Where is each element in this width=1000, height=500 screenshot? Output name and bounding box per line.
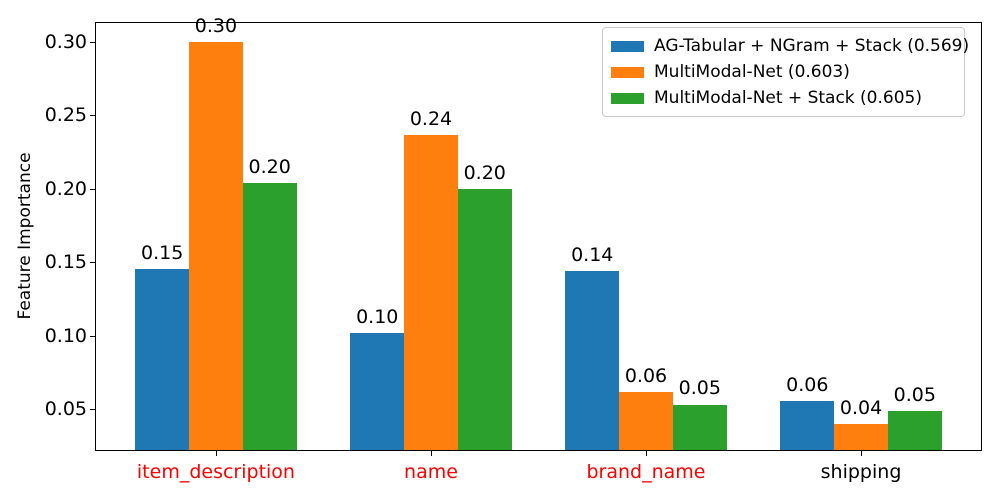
y-tick-mark [90, 262, 95, 264]
bar [350, 332, 405, 450]
bar-value-label: 0.30 [194, 15, 238, 38]
y-tick-label: 0.30 [44, 30, 87, 53]
bar [619, 392, 673, 450]
bar-value-label: 0.06 [786, 373, 829, 396]
x-tick-label: shipping [820, 461, 902, 483]
legend: AG-Tabular + NGram + Stack (0.569) MultiM… [602, 27, 969, 117]
bar [404, 135, 458, 450]
y-tick-mark [90, 188, 95, 190]
y-tick-label: 0.20 [44, 177, 87, 200]
y-tick-label: 0.15 [44, 251, 87, 274]
legend-swatch [611, 40, 644, 52]
bar-value-label: 0.05 [678, 377, 721, 400]
bar-value-label: 0.24 [409, 108, 453, 131]
legend-item: MultiModal-Net (0.603) [611, 59, 956, 85]
x-tick-mark [646, 451, 647, 456]
y-tick-mark [90, 115, 95, 117]
bar-value-label: 0.14 [571, 244, 614, 267]
y-tick-mark [90, 409, 95, 411]
bar-value-label: 0.04 [839, 397, 883, 420]
bar-value-label: 0.20 [248, 155, 291, 178]
bar [672, 404, 727, 450]
bar [242, 182, 297, 450]
bar [565, 271, 620, 450]
legend-item: AG-Tabular + NGram + Stack (0.569) [611, 33, 969, 59]
x-tick-label: brand_name [586, 461, 706, 483]
legend-swatch [611, 66, 644, 78]
bar-value-label: 0.05 [893, 384, 936, 407]
bar-value-label: 0.06 [624, 365, 668, 388]
x-tick-mark [430, 451, 432, 456]
bar-value-label: 0.20 [463, 162, 506, 185]
legend-swatch [611, 92, 644, 104]
y-tick-mark [90, 41, 95, 43]
x-tick-label: name [404, 461, 458, 483]
y-tick-label: 0.25 [44, 104, 87, 127]
bar [887, 411, 942, 450]
x-tick-mark [861, 451, 863, 456]
bar [135, 268, 190, 450]
legend-label: MultiModal-Net + Stack (0.605) [654, 88, 922, 108]
x-tick-mark [215, 451, 217, 456]
bar [780, 400, 835, 450]
x-tick-label: item_description [136, 461, 295, 483]
y-tick-label: 0.10 [44, 324, 87, 347]
legend-label: MultiModal-Net (0.603) [654, 62, 850, 82]
bar-value-label: 0.10 [356, 305, 399, 328]
bar [189, 42, 243, 450]
bar [834, 424, 888, 450]
y-tick-label: 0.05 [44, 398, 87, 421]
bar-value-label: 0.15 [141, 241, 184, 264]
legend-label: AG-Tabular + NGram + Stack (0.569) [654, 36, 970, 56]
bar [457, 189, 512, 450]
legend-item: MultiModal-Net + Stack (0.605) [611, 85, 956, 111]
y-tick-mark [90, 335, 95, 337]
